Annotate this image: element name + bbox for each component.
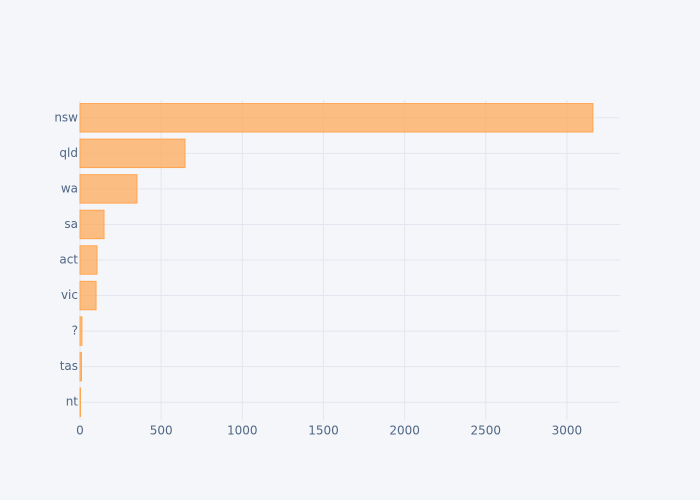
x-tick-label: 1500 bbox=[308, 424, 339, 438]
y-tick-label: ? bbox=[72, 324, 78, 338]
bar bbox=[79, 351, 82, 382]
bar bbox=[79, 103, 594, 133]
y-tick-label: qld bbox=[59, 146, 78, 160]
y-tick-label: tas bbox=[60, 359, 78, 373]
y-tick-label: wa bbox=[61, 181, 78, 195]
x-tick-label: 1000 bbox=[227, 424, 258, 438]
bar bbox=[79, 280, 97, 311]
bar bbox=[79, 316, 83, 346]
x-tick-label: 0 bbox=[76, 424, 84, 438]
bar bbox=[79, 209, 105, 240]
x-tick-label: 500 bbox=[150, 424, 173, 438]
y-tick-label: nt bbox=[66, 395, 79, 409]
y-tick-label: vic bbox=[61, 288, 78, 302]
x-tick-label: 2500 bbox=[470, 424, 501, 438]
y-tick-label: act bbox=[59, 253, 78, 267]
bar bbox=[79, 245, 98, 275]
x-tick-label: 2000 bbox=[389, 424, 420, 438]
bar bbox=[79, 138, 186, 169]
bar bbox=[79, 174, 138, 204]
x-tick-label: 3000 bbox=[552, 424, 583, 438]
y-tick-label: nsw bbox=[54, 110, 78, 124]
y-tick-label: sa bbox=[64, 217, 78, 231]
